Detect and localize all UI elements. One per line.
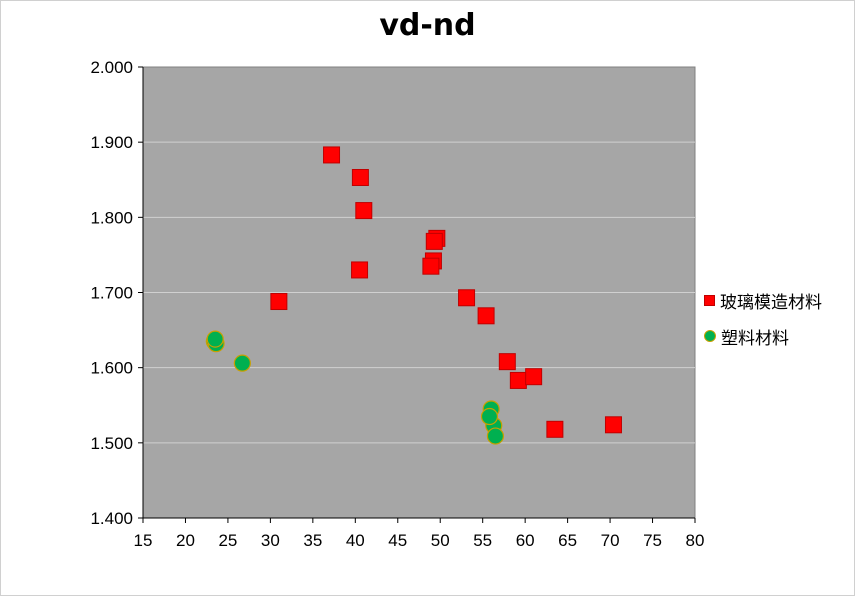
y-tick-label: 2.000: [90, 58, 133, 77]
legend-label-glass: 玻璃模造材料: [720, 292, 822, 313]
data-point-glass: [422, 257, 440, 275]
legend-item-glass: 玻璃模造材料: [704, 282, 822, 318]
data-point-plastic: [480, 407, 499, 426]
legend-label-plastic: 塑料材料: [721, 328, 789, 349]
data-point-glass: [509, 371, 527, 389]
x-tick-label: 35: [303, 531, 322, 550]
data-point-glass: [546, 420, 564, 438]
x-tick-label: 30: [261, 531, 280, 550]
data-point-glass: [498, 353, 516, 371]
gridlines: [143, 141, 695, 444]
x-tick-label: 45: [388, 531, 407, 550]
legend: 玻璃模造材料 塑料材料: [704, 282, 822, 354]
x-tick-label: 70: [601, 531, 620, 550]
y-tick-label: 1.400: [90, 509, 133, 528]
x-tick-label: 25: [218, 531, 237, 550]
x-tick-label: 75: [643, 531, 662, 550]
data-point-glass: [477, 307, 495, 325]
x-tick-label: 15: [134, 531, 153, 550]
x-tick-label: 65: [558, 531, 577, 550]
data-point-glass: [351, 168, 369, 186]
data-point-glass: [525, 368, 543, 386]
data-point-glass: [270, 293, 288, 311]
x-tick-label: 80: [686, 531, 705, 550]
x-tick-label: 60: [516, 531, 535, 550]
x-tick-label: 20: [176, 531, 195, 550]
y-tick-label: 1.800: [90, 208, 133, 227]
data-point-plastic: [233, 354, 251, 372]
x-tick-label: 50: [431, 531, 450, 550]
data-point-plastic: [486, 427, 505, 445]
data-point-plastic: [206, 330, 224, 348]
y-tick-label: 1.600: [90, 359, 133, 378]
y-tick-label: 1.500: [90, 434, 133, 453]
data-point-glass: [458, 289, 476, 307]
x-tick-label: 40: [346, 531, 365, 550]
data-point-glass: [351, 261, 369, 279]
y-tick-label: 1.700: [90, 284, 133, 303]
data-points: [205, 146, 622, 445]
legend-item-plastic: 塑料材料: [704, 318, 822, 354]
data-point-glass: [323, 146, 341, 164]
x-axis-ticks: 15 20 25 30 35 40 45 50 55 60 65 70 75 80: [134, 518, 705, 550]
x-tick-label: 55: [473, 531, 492, 550]
y-tick-label: 1.900: [90, 133, 133, 152]
y-axis-ticks: 1.400 1.500 1.600 1.700 1.800 1.900 2.000: [90, 58, 143, 528]
chart-title: vd-nd: [379, 8, 476, 43]
red-square-icon: [704, 294, 715, 306]
data-point-glass: [604, 416, 622, 434]
green-circle-icon: [704, 330, 716, 342]
data-point-glass: [425, 232, 443, 250]
data-point-glass: [355, 202, 373, 220]
